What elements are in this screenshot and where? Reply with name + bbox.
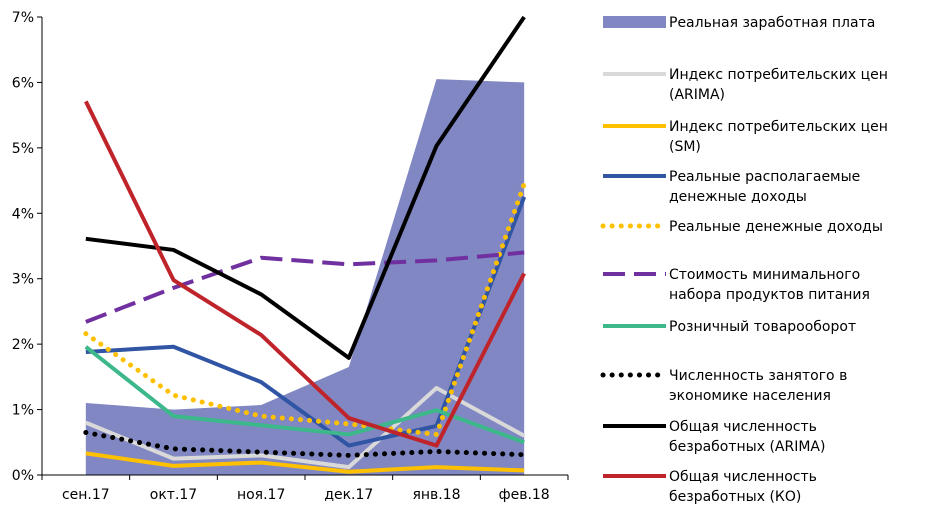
- legend-label: Общая численность: [669, 469, 817, 485]
- x-tick-label: окт.17: [150, 487, 197, 503]
- legend-swatch: [603, 16, 666, 28]
- legend: Реальная заработная плата Индекс потребит…: [600, 15, 888, 505]
- series-0-area: [85, 79, 525, 476]
- legend-item-5: Стоимость минимального набора продуктов п…: [603, 267, 870, 303]
- legend-label: Стоимость минимального: [669, 267, 860, 283]
- legend-label: безработных (ARIMA): [669, 439, 825, 455]
- x-tick-label: фев.18: [499, 487, 550, 503]
- legend-label: Общая численность: [669, 419, 817, 435]
- x-axis: сен.17 окт.17 ноя.17 дек.17 янв.18 фев.18: [41, 474, 569, 503]
- legend-item-2: Индекс потребительских цен (SM): [603, 119, 888, 155]
- series-9-line: [84, 100, 526, 448]
- y-axis: 0% 1% 2% 3% 4% 5% 6% 7%: [12, 10, 43, 484]
- y-tick-label: 0%: [12, 468, 34, 484]
- plot-area: [83, 15, 527, 476]
- legend-item-1: Индекс потребительских цен (ARIMA): [603, 67, 888, 103]
- legend-label: Индекс потребительских цен: [669, 119, 888, 135]
- legend-item-6: Розничный товарооборот: [603, 319, 856, 335]
- legend-item-4: Реальные денежные доходы: [600, 219, 883, 235]
- legend-label: (ARIMA): [669, 87, 725, 103]
- x-tick-label: дек.17: [324, 487, 373, 503]
- legend-label: Реальная заработная плата: [669, 15, 875, 31]
- legend-label: денежные доходы: [669, 189, 807, 205]
- legend-label: Розничный товарооборот: [669, 319, 856, 335]
- legend-label: экономике населения: [669, 388, 831, 404]
- series-5-line: [85, 250, 525, 324]
- y-tick-label: 2%: [12, 337, 34, 353]
- legend-label: набора продуктов питания: [669, 287, 870, 303]
- legend-label: Индекс потребительских цен: [669, 67, 888, 83]
- legend-label: безработных (КО): [669, 489, 801, 505]
- x-tick-label: ноя.17: [237, 487, 285, 503]
- x-tick-label: сен.17: [62, 487, 110, 503]
- y-tick-label: 6%: [12, 75, 34, 91]
- series-7-line: [83, 429, 527, 458]
- series-3-line: [85, 196, 527, 448]
- legend-label: Реальные денежные доходы: [669, 219, 883, 235]
- y-tick-label: 3%: [12, 272, 34, 288]
- x-tick-label: янв.18: [412, 487, 460, 503]
- legend-item-3: Реальные располагаемые денежные доходы: [603, 169, 860, 205]
- series-2-line: [85, 451, 525, 474]
- legend-label: Реальные располагаемые: [669, 169, 860, 185]
- y-tick-label: 1%: [12, 403, 34, 419]
- series-4-line: [83, 181, 527, 437]
- y-tick-label: 7%: [12, 10, 34, 26]
- y-tick-label: 5%: [12, 141, 34, 157]
- y-tick-label: 4%: [12, 206, 34, 222]
- legend-item-8: Общая численность безработных (ARIMA): [603, 419, 825, 455]
- legend-item-0: Реальная заработная плата: [603, 15, 875, 31]
- legend-label: (SM): [669, 139, 701, 155]
- legend-item-9: Общая численность безработных (КО): [603, 469, 817, 505]
- legend-item-7: Численность занятого в экономике населени…: [600, 368, 847, 404]
- series-1-line: [85, 385, 526, 470]
- legend-label: Численность занятого в: [669, 368, 847, 384]
